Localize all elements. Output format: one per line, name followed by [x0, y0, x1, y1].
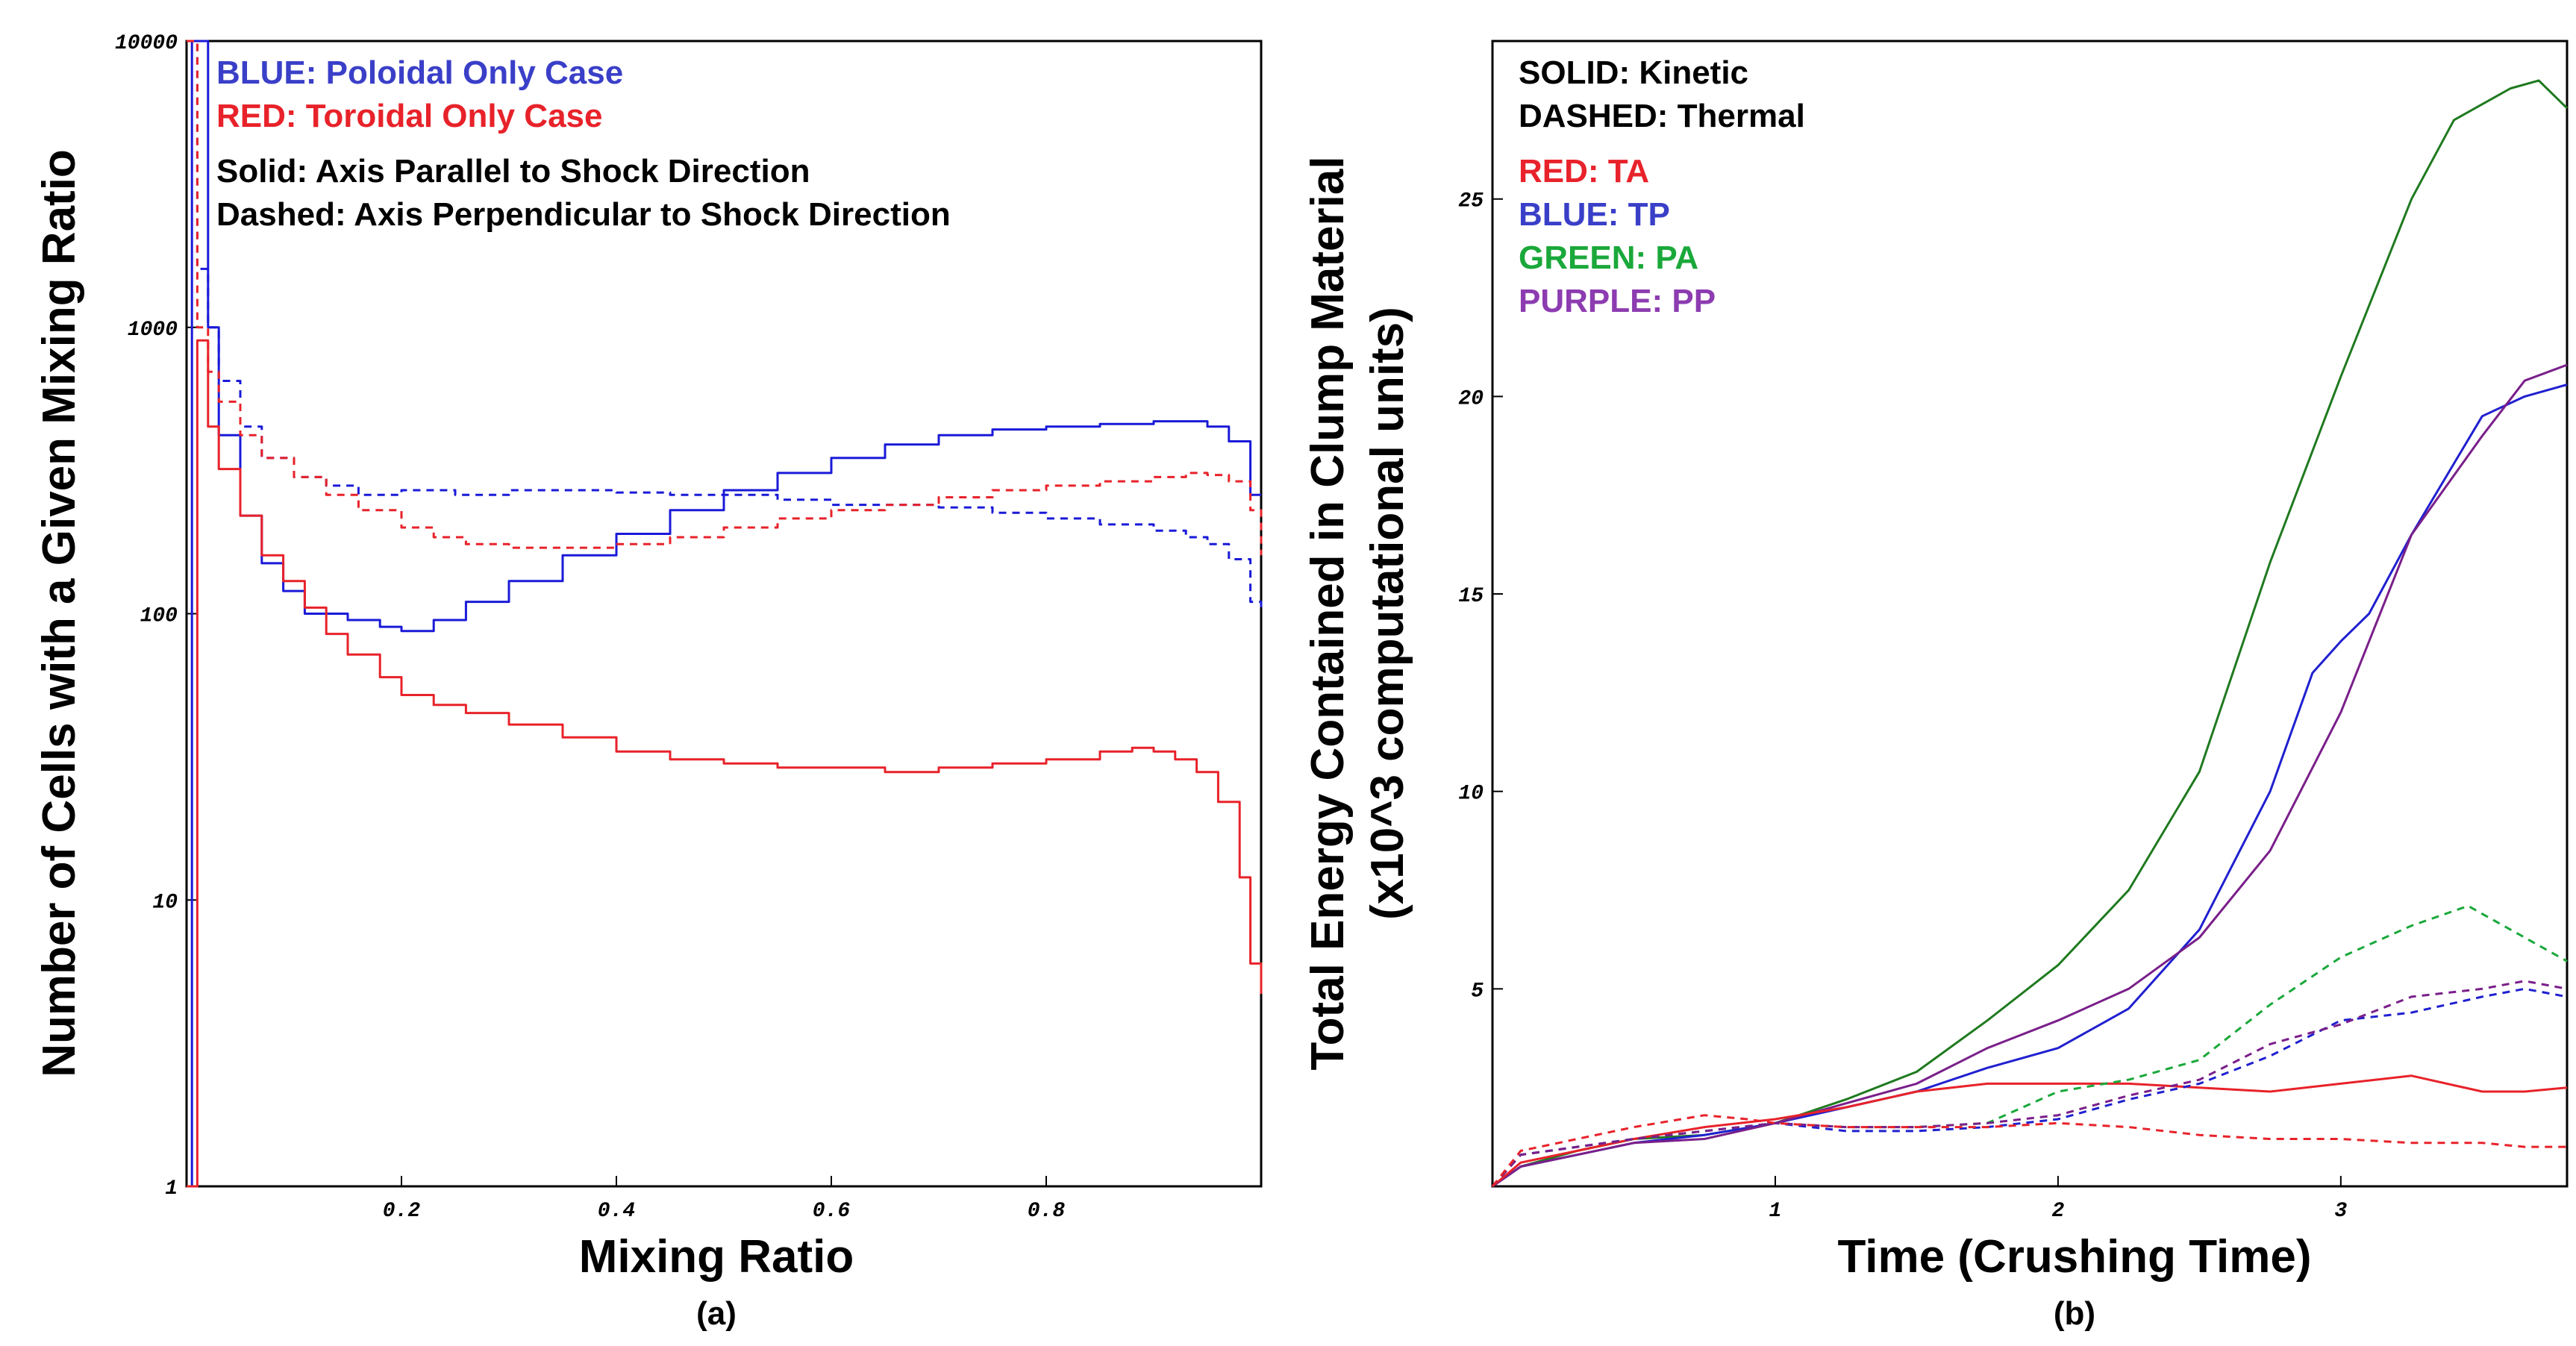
x-tick-label: 0.6 — [813, 1200, 851, 1223]
y-axis-title-b: Total Energy Contained in Clump Material — [1302, 156, 1354, 1070]
y-tick-label: 15 — [1458, 585, 1484, 608]
y-tick-label: 25 — [1458, 190, 1484, 213]
x-tick-label: 3 — [2334, 1200, 2347, 1223]
x-tick-label: 0.8 — [1028, 1200, 1066, 1223]
axis-ticks-b: 1 2 3 5 10 15 20 25 — [1458, 190, 2347, 1223]
legend-entry: BLUE: TP — [1519, 196, 1670, 233]
series-line-solid-1 — [1492, 384, 2568, 1188]
legend-entry: DASHED: Thermal — [1519, 98, 1805, 134]
legend-b: SOLID: Kinetic DASHED: Thermal RED: TA BLUE… — [1519, 54, 1805, 319]
x-tick-label: 2 — [2051, 1200, 2064, 1223]
legend-entry: RED: Toroidal Only Case — [216, 98, 603, 134]
y-tick-label: 10 — [152, 891, 178, 914]
series-line-dashed-4 — [1491, 904, 2568, 1188]
x-tick-label: 1 — [1769, 1200, 1782, 1223]
axis-ticks-a: 0.2 0.4 0.6 0.8 1 10 100 1000 10000 — [115, 32, 1065, 1223]
legend-entry: BLUE: Poloidal Only Case — [216, 54, 623, 91]
series-line-solid-2 — [187, 339, 1263, 1188]
panel-label-a: (a) — [696, 1295, 737, 1332]
chart-panel-b: 1 2 3 5 10 15 20 25 SOLID: Kinetic DASHED: Therm… — [1302, 40, 2569, 1332]
series-line-solid-2 — [1492, 363, 2568, 1188]
y-axis-title-a: Number of Cells with a Given Mixing Rati… — [34, 149, 85, 1077]
legend-entry: Solid: Axis Parallel to Shock Direction — [216, 153, 810, 190]
series-line-dashed-1 — [187, 40, 1263, 608]
series-line-dashed-5 — [1491, 987, 2568, 1188]
y-tick-label: 5 — [1471, 980, 1484, 1003]
x-axis-title-b: Time (Crushing Time) — [1837, 1231, 2311, 1283]
chart-panel-a: 0.2 0.4 0.6 0.8 1 10 100 1000 10000 BLUE: Poloid… — [34, 32, 1263, 1332]
y-tick-label: 10000 — [115, 32, 178, 55]
legend-entry: SOLID: Kinetic — [1519, 54, 1748, 91]
legend-entry: RED: TA — [1519, 153, 1649, 190]
y-tick-label: 10 — [1458, 783, 1484, 806]
y-tick-label: 1 — [165, 1177, 178, 1201]
plot-frame-b — [1491, 40, 2569, 1188]
y-tick-label: 100 — [140, 605, 178, 628]
y-tick-label: 1000 — [128, 319, 178, 342]
series-group-a — [187, 40, 1263, 1188]
panel-label-b: (b) — [2054, 1295, 2095, 1332]
series-line-dashed-7 — [1491, 1114, 2567, 1187]
series-group-b — [1491, 79, 2569, 1188]
y-tick-label: 20 — [1458, 387, 1484, 410]
series-line-dashed-6 — [1491, 980, 2568, 1188]
legend-entry: GREEN: PA — [1519, 240, 1698, 276]
legend-a: BLUE: Poloidal Only Case RED: Toroidal On… — [216, 54, 951, 233]
x-axis-title-a: Mixing Ratio — [579, 1231, 854, 1283]
series-line-solid-3 — [1492, 1074, 2568, 1188]
legend-entry: Dashed: Axis Perpendicular to Shock Dire… — [216, 196, 951, 233]
y-axis-title-b-units: (x10^3 computational units) — [1362, 307, 1413, 920]
legend-entry: PURPLE: PP — [1519, 283, 1716, 319]
series-line-dashed-3 — [187, 40, 1263, 556]
x-tick-label: 0.2 — [383, 1200, 421, 1223]
x-tick-label: 0.4 — [598, 1200, 635, 1223]
